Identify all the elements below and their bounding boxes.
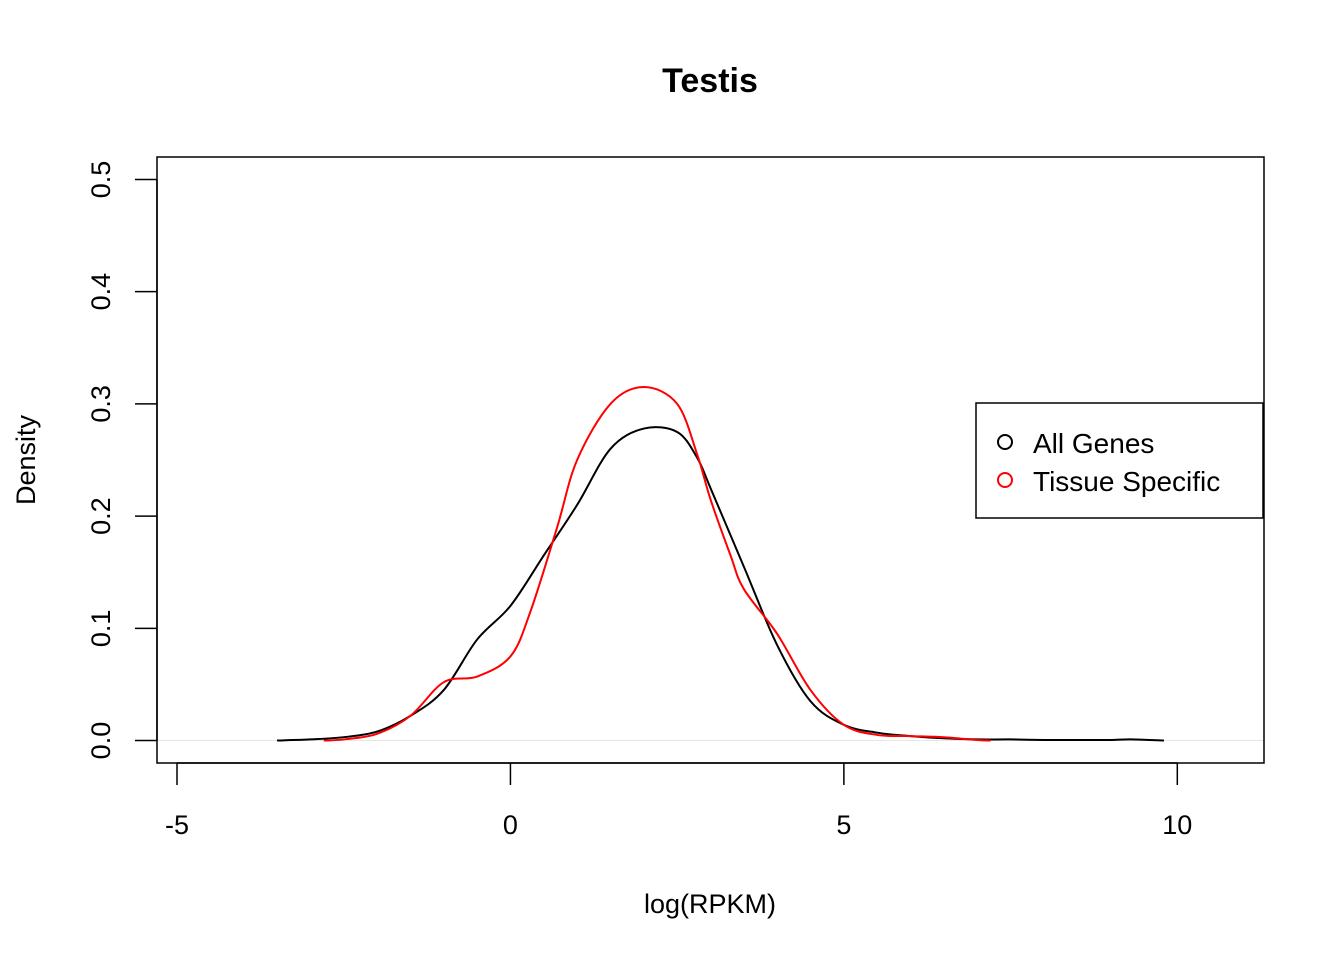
legend-label-all-genes: All Genes: [1033, 428, 1154, 459]
y-axis: 0.0 0.1 0.2 0.3 0.4 0.5: [86, 161, 158, 760]
chart-title: Testis: [662, 62, 758, 100]
y-tick-label: 0.1: [86, 610, 116, 648]
legend-label-tissue-specific: Tissue Specific: [1033, 466, 1220, 497]
legend-marker-all-genes: [997, 434, 1013, 450]
x-axis: -5 0 5 10: [165, 762, 1192, 840]
legend-marker-tissue-specific: [997, 472, 1013, 488]
y-tick-label: 0.5: [86, 161, 116, 199]
density-curves: [277, 386, 1165, 742]
x-tick-label: -5: [165, 810, 189, 840]
x-tick-label: 0: [503, 810, 518, 840]
x-tick-label: 5: [836, 810, 851, 840]
series-line-all-genes: [277, 426, 1165, 742]
x-axis-label: log(RPKM): [644, 889, 776, 919]
y-tick-label: 0.3: [86, 385, 116, 423]
legend-box: [975, 402, 1264, 519]
x-tick-label: 10: [1162, 810, 1192, 840]
y-axis-label: Density: [11, 414, 41, 505]
legend: All Genes Tissue Specific: [975, 402, 1264, 519]
y-tick-label: 0.4: [86, 273, 116, 311]
y-tick-label: 0.0: [86, 722, 116, 760]
y-tick-label: 0.2: [86, 497, 116, 535]
series-line-tissue-specific: [323, 386, 991, 742]
